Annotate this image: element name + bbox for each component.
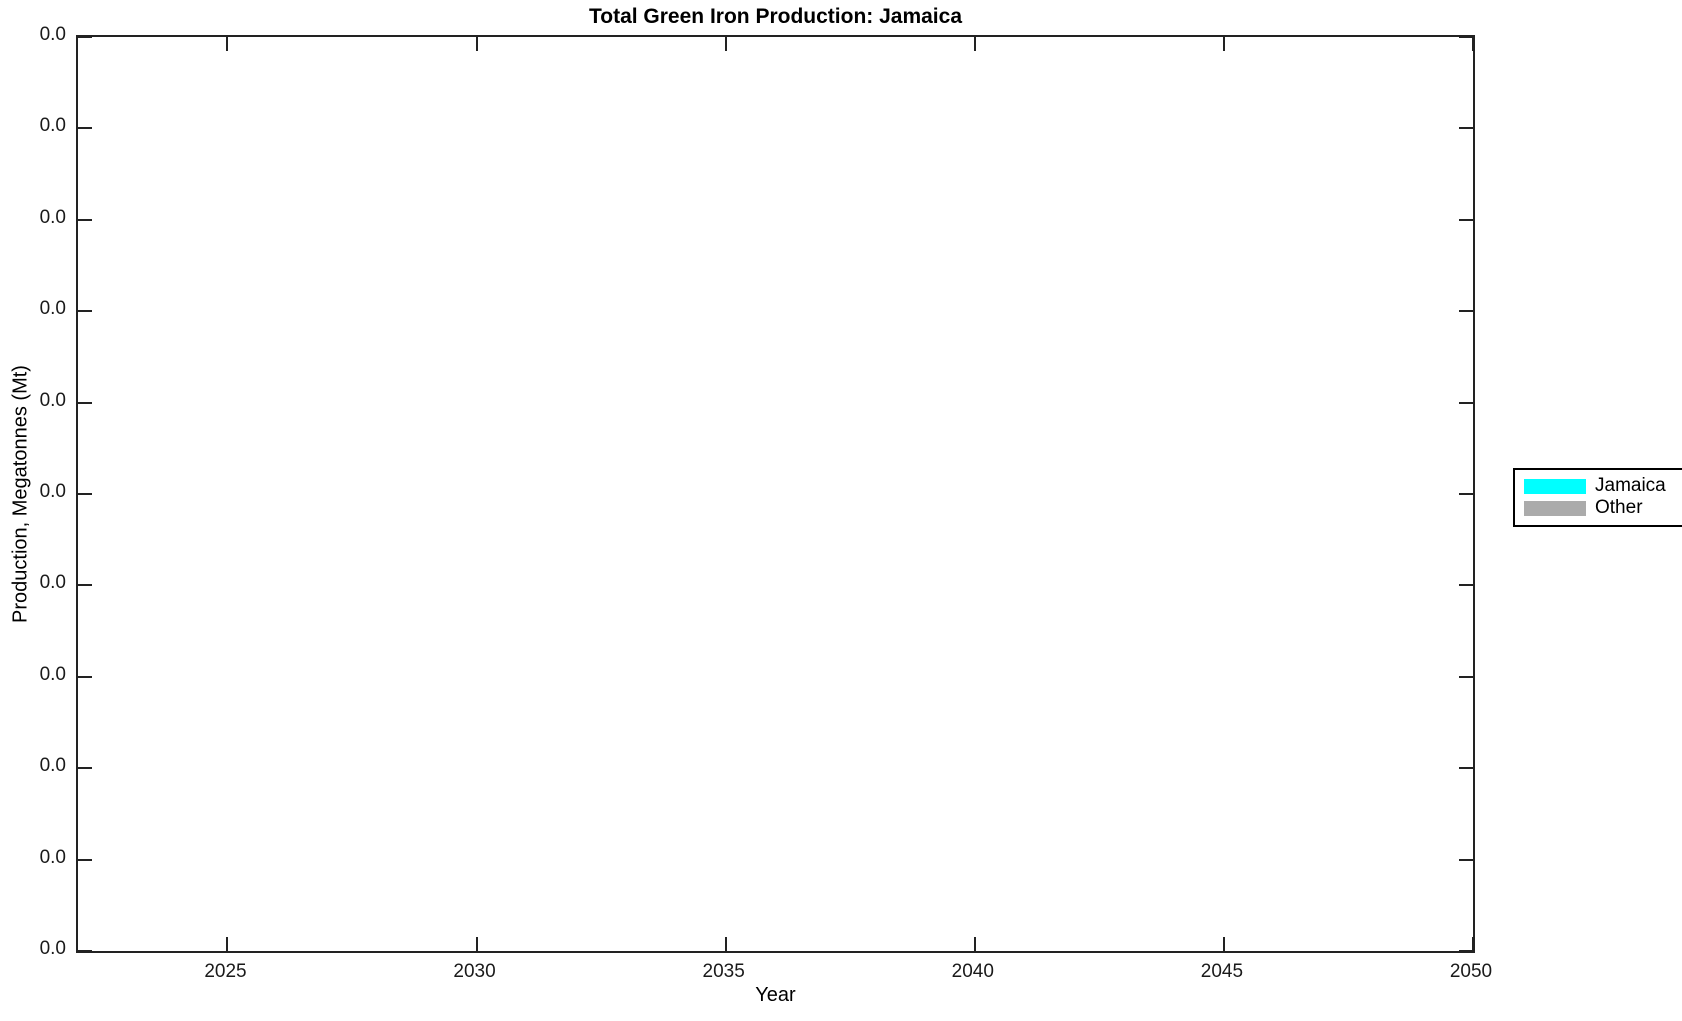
x-axis-label: Year — [755, 984, 796, 1006]
y-tick-label: 0.0 — [39, 389, 66, 411]
y-tick-mark — [78, 584, 92, 587]
legend-swatch-jamaica — [1524, 478, 1586, 494]
y-tick-mark — [78, 950, 92, 952]
x-tick-label: 2045 — [1200, 961, 1244, 982]
y-tick-mark — [78, 310, 92, 313]
y-tick-mark-right — [1459, 127, 1473, 130]
y-tick-mark — [78, 127, 92, 130]
y-tick-mark — [78, 767, 92, 770]
y-tick-mark-right — [1459, 858, 1473, 861]
x-tick-mark — [973, 937, 976, 951]
x-tick-label: 2025 — [204, 961, 247, 982]
legend-swatch-other — [1524, 500, 1586, 516]
x-tick-label: 2050 — [1449, 961, 1493, 982]
y-tick-mark-right — [1459, 310, 1473, 313]
legend-label: Jamaica — [1595, 475, 1666, 496]
chart-title: Total Green Iron Production: Jamaica — [588, 5, 963, 28]
x-tick-label: 2030 — [453, 961, 496, 982]
y-tick-label: 0.0 — [39, 572, 66, 594]
x-tick-mark — [226, 937, 229, 951]
y-tick-mark-right — [1459, 767, 1473, 770]
y-tick-label: 0.0 — [39, 24, 66, 45]
y-tick-label: 0.0 — [39, 481, 66, 502]
y-tick-mark-right — [1459, 36, 1473, 38]
x-tick-mark-top — [475, 37, 478, 51]
y-tick-mark-right — [1459, 493, 1473, 495]
y-tick-label: 0.0 — [39, 663, 66, 685]
y-tick-mark — [78, 675, 92, 678]
y-tick-mark-right — [1459, 218, 1473, 221]
y-tick-mark-right — [1459, 401, 1473, 404]
y-tick-mark — [78, 401, 92, 404]
x-tick-mark — [1222, 937, 1225, 951]
y-tick-label: 0.0 — [39, 206, 66, 228]
y-tick-mark-right — [1459, 675, 1473, 678]
x-tick-mark-top — [973, 37, 976, 51]
y-tick-label: 0.0 — [39, 115, 66, 137]
x-tick-mark — [724, 937, 727, 951]
y-tick-label: 0.0 — [39, 755, 66, 777]
x-tick-mark-top — [1222, 37, 1225, 51]
y-tick-mark — [78, 36, 92, 38]
plot-area — [76, 35, 1475, 953]
y-tick-mark — [78, 218, 92, 221]
y-tick-mark-right — [1459, 950, 1473, 952]
legend-item: Jamaica — [1524, 475, 1682, 497]
y-tick-mark-right — [1459, 584, 1473, 587]
x-tick-mark — [475, 937, 478, 951]
x-tick-mark-top — [1472, 37, 1474, 51]
y-tick-label: 0.0 — [39, 846, 66, 868]
legend-item: Other — [1524, 497, 1682, 519]
y-tick-mark — [78, 858, 92, 861]
y-tick-mark — [78, 493, 92, 495]
legend: Jamaica Other — [1513, 468, 1682, 527]
y-tick-label: 0.0 — [39, 938, 66, 959]
y-tick-label: 0.0 — [39, 298, 66, 320]
x-tick-mark-top — [226, 37, 229, 51]
x-tick-mark — [1472, 937, 1474, 951]
x-tick-label: 2035 — [702, 961, 745, 982]
legend-label: Other — [1595, 497, 1643, 518]
x-tick-mark-top — [724, 37, 727, 51]
x-tick-label: 2040 — [951, 961, 994, 982]
